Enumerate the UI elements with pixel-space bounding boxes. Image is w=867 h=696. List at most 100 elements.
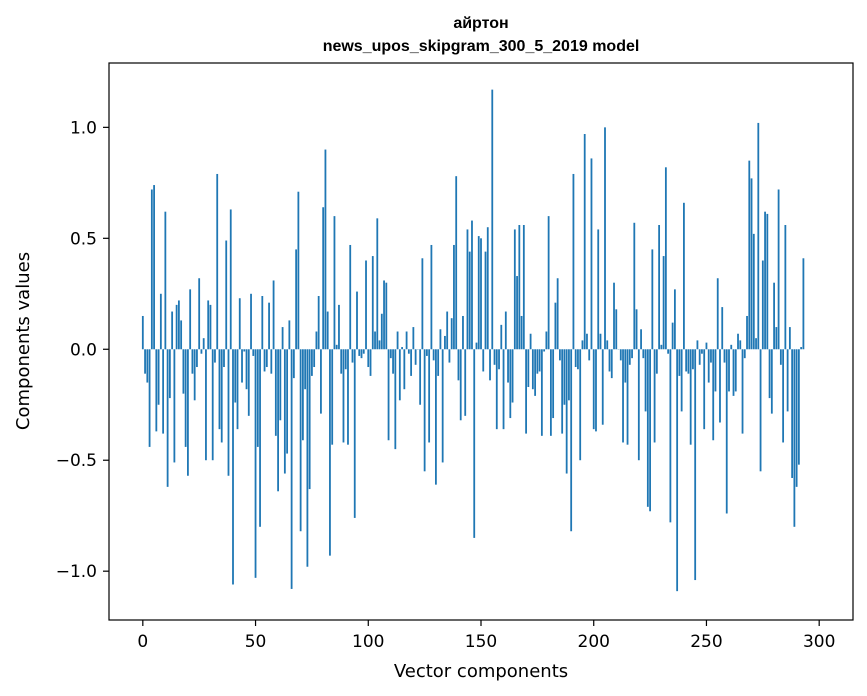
bar-258 [723,349,726,363]
bar-216 [628,349,631,365]
bar-5 [153,185,155,350]
bar-80 [322,207,325,350]
bar-247 [698,349,701,365]
bar-263 [734,349,737,392]
bar-77 [315,331,318,350]
bar-107 [383,280,385,350]
bar-287 [788,327,791,350]
bar-177 [540,349,543,436]
bar-109 [387,349,390,441]
bar-9 [162,349,165,434]
bar-279 [770,349,773,414]
bar-99 [365,260,367,350]
bar-158 [498,349,500,370]
bar-24 [196,349,198,368]
bar-283 [779,349,782,365]
bar-33 [216,173,219,350]
bar-237 [676,349,679,592]
bar-278 [768,349,771,399]
bar-56 [268,302,270,350]
bar-193 [577,349,579,370]
bar-250 [705,342,708,350]
bar-205 [604,127,606,350]
bar-253 [712,349,715,441]
bar-106 [380,313,383,350]
bar-76 [313,349,316,368]
bar-232 [664,167,667,350]
y-tick-label-4: 1.0 [70,118,97,138]
bar-203 [599,333,602,350]
bar-22 [191,349,194,374]
y-tick-label-0: −1.0 [56,562,97,582]
bar-157 [495,349,498,430]
x-axis-ticks: 0 50 100 150 200 250 300 [137,620,835,652]
bar-183 [554,302,557,350]
bar-230 [660,344,663,350]
bar-84 [331,349,334,445]
bar-248 [701,349,703,354]
bar-32 [214,349,216,363]
bar-112 [394,349,397,450]
bar-15 [175,304,178,350]
bar-286 [786,349,789,412]
bar-155 [491,89,494,350]
y-tick-label-3: 0.5 [70,229,97,249]
bar-245 [694,349,697,581]
bar-227 [653,349,656,443]
bar-282 [777,189,780,350]
bar-251 [707,349,710,383]
bar-201 [595,349,597,432]
bar-236 [673,289,676,350]
bar-182 [552,349,555,419]
bar-152 [484,251,487,350]
bar-170 [525,349,527,434]
bar-264 [737,333,739,350]
y-axis-label: Components values [13,252,34,430]
bar-218 [633,222,636,350]
bar-257 [721,307,724,350]
bar-21 [189,289,192,350]
bar-223 [644,349,647,412]
bar-149 [477,236,480,350]
bar-53 [261,296,264,350]
bar-61 [279,349,282,421]
bar-198 [588,349,591,361]
bar-259 [725,349,728,514]
y-axis-ticks: −1.0 −0.5 0.0 0.5 1.0 [56,118,109,582]
bar-167 [518,225,521,350]
bar-208 [610,349,613,379]
bar-36 [223,349,225,368]
bar-69 [297,191,300,350]
bar-276 [764,211,766,350]
bar-214 [624,349,627,383]
bar-187 [563,349,566,405]
bar-41 [234,349,237,403]
bar-96 [358,349,361,356]
y-tick-label-2: 0.0 [70,340,97,360]
bar-241 [685,349,688,372]
bar-50 [254,349,257,578]
bar-59 [274,349,277,436]
bar-13 [171,311,174,350]
bar-68 [295,249,298,350]
bar-111 [392,349,394,374]
bar-197 [586,333,588,350]
bar-101 [369,349,372,376]
bar-212 [619,349,622,361]
bar-285 [784,225,787,350]
bar-147 [473,349,476,538]
bar-277 [766,213,769,350]
bar-92 [349,244,352,350]
bar-87 [338,304,340,350]
bar-252 [710,349,712,363]
bar-244 [692,349,694,370]
bar-124 [421,258,424,350]
bar-60 [277,349,279,492]
bar-173 [531,349,534,390]
bar-75 [311,349,313,376]
bar-31 [211,349,214,461]
bar-242 [687,349,690,374]
bar-70 [299,349,302,532]
bar-260 [728,349,730,392]
bar-249 [703,349,706,430]
